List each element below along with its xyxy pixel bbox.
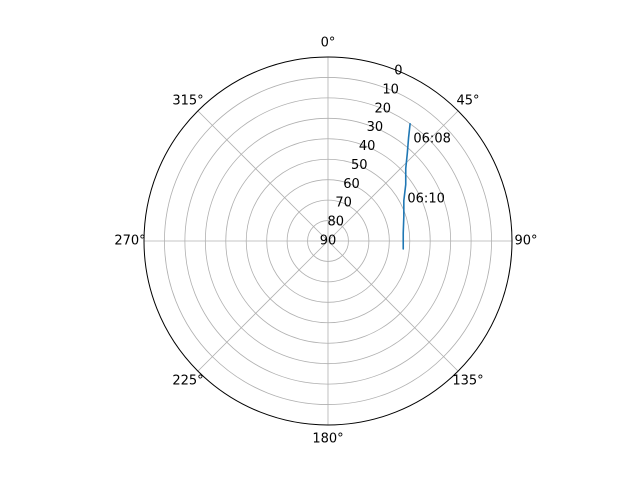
r-tick-label-90: 90 (320, 234, 337, 249)
angular-gridline-135 (327, 240, 459, 372)
r-tick-label-30: 30 (367, 120, 384, 135)
label-layer: 0° 45° 90° 135° 180° 225° 270° 315° 0 10 20 30 40 50 6… (114, 36, 537, 447)
r-tick-label-40: 40 (359, 139, 376, 154)
r-tick-label-60: 60 (343, 177, 360, 192)
theta-tick-label-0: 0° (321, 36, 336, 51)
angular-gridline-45 (327, 110, 459, 242)
spine-layer (143, 56, 513, 426)
r-tick-label-70: 70 (335, 196, 352, 211)
theta-tick-label-270: 270° (114, 234, 145, 249)
r-tick-label-80: 80 (328, 215, 345, 230)
angular-gridline-315 (197, 110, 329, 242)
series-layer (402, 122, 411, 250)
r-tick-label-50: 50 (351, 158, 368, 173)
r-tick-label-20: 20 (375, 101, 392, 116)
time-annotation-0: 06:08 (413, 132, 450, 147)
angular-gridline-225 (197, 240, 329, 372)
theta-tick-label-180: 180° (312, 432, 343, 447)
theta-tick-label-225: 225° (172, 374, 203, 389)
grid-layer (144, 57, 512, 425)
theta-tick-label-135: 135° (452, 374, 483, 389)
series-line-0 (402, 122, 411, 250)
r-tick-label-0: 0 (394, 64, 402, 79)
polar-spine (143, 56, 513, 426)
r-tick-label-10: 10 (382, 82, 399, 97)
time-annotation-1: 06:10 (407, 191, 444, 206)
theta-tick-label-90: 90° (514, 234, 537, 249)
theta-tick-label-45: 45° (456, 94, 479, 109)
theta-tick-label-315: 315° (172, 94, 203, 109)
